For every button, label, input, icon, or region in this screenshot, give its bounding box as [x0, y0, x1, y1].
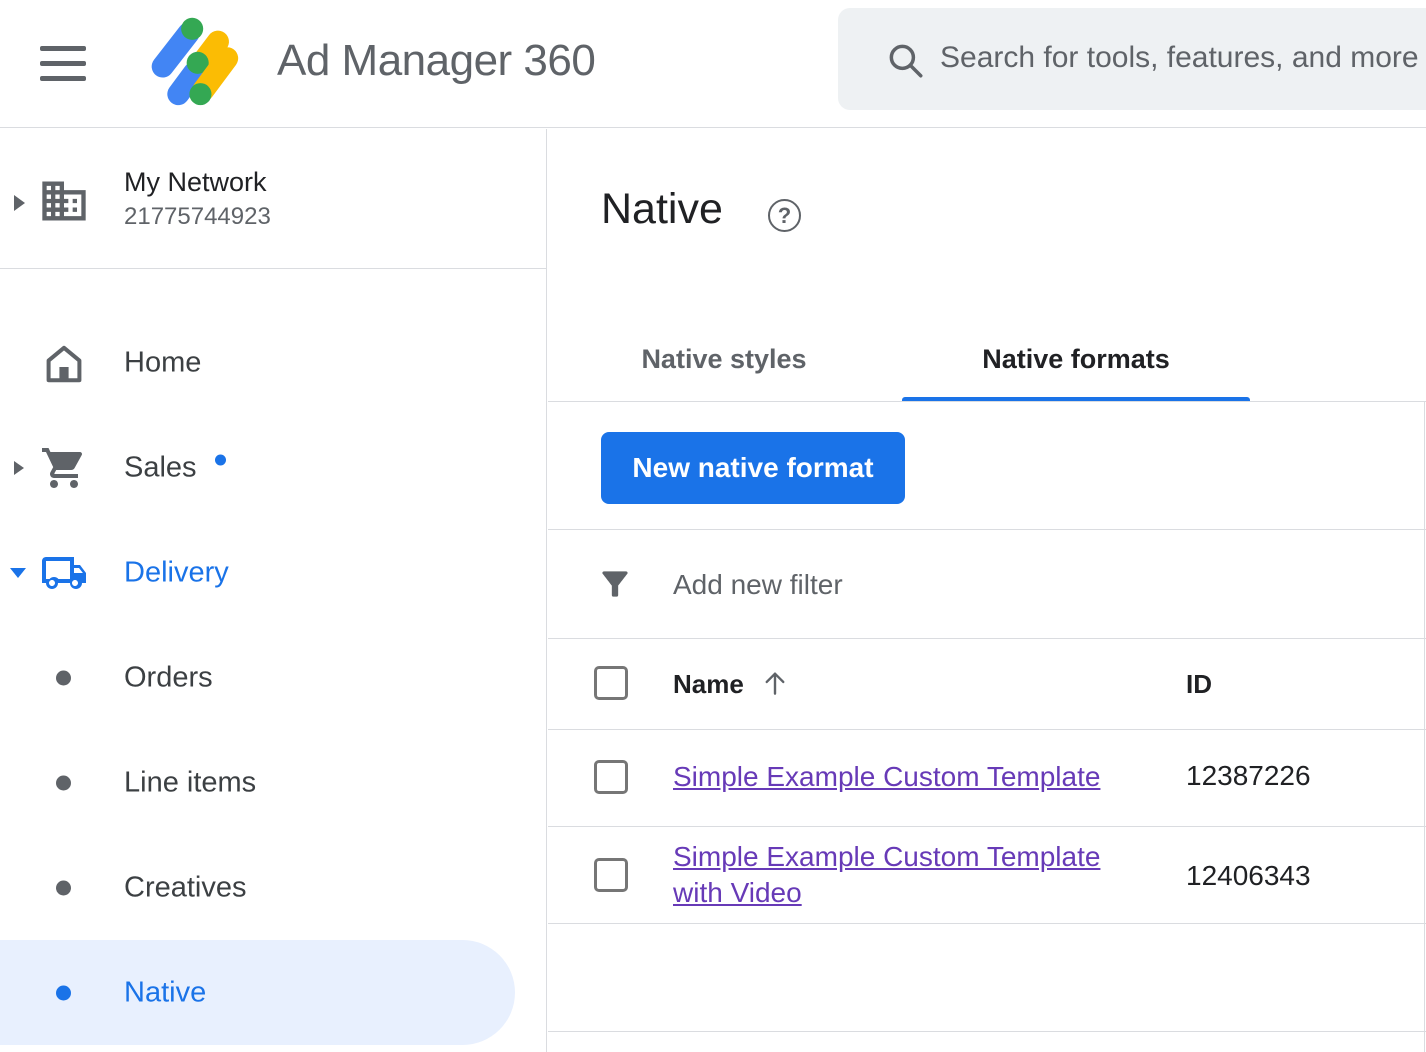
row-id: 12387226: [1186, 760, 1311, 791]
column-header-name[interactable]: Name: [673, 669, 744, 699]
app-title: Ad Manager 360: [277, 36, 596, 85]
network-name: My Network: [124, 167, 267, 197]
native-format-link[interactable]: Simple Example Custom Template: [673, 761, 1101, 792]
new-native-format-button[interactable]: New native format: [601, 432, 905, 504]
divider: [1424, 401, 1425, 1052]
filter-placeholder: Add new filter: [673, 569, 843, 600]
bullet-icon: [56, 670, 71, 685]
menu-icon[interactable]: [40, 46, 86, 81]
bullet-icon: [56, 985, 71, 1000]
native-format-link[interactable]: Simple Example Custom Template with Vide…: [673, 841, 1101, 908]
sidebar-item-label: Creatives: [124, 871, 247, 903]
divider: [548, 826, 1426, 827]
sidebar-item-sales[interactable]: Sales: [0, 415, 547, 520]
sidebar-item-label: Home: [124, 346, 202, 378]
sidebar-item-label: Line items: [124, 766, 257, 798]
chevron-down-icon[interactable]: [10, 567, 26, 578]
sidebar-item-home[interactable]: Home: [0, 310, 547, 415]
search-placeholder: Search for tools, features, and more: [940, 41, 1419, 74]
sidebar-item-delivery[interactable]: Delivery: [0, 520, 547, 625]
bullet-icon: [56, 880, 71, 895]
search-icon: [889, 44, 923, 78]
sidebar-item-line-items[interactable]: Line items: [0, 730, 547, 835]
chevron-right-icon[interactable]: [14, 195, 25, 211]
sidebar: My Network 21775744923 Home Sales: [0, 129, 547, 1052]
help-icon[interactable]: ?: [768, 199, 801, 232]
home-icon: [46, 345, 82, 382]
bullet-icon: [56, 775, 71, 790]
active-tab-indicator: [902, 397, 1250, 402]
divider: [548, 729, 1426, 730]
ad-manager-logo-icon[interactable]: [148, 15, 240, 107]
sort-ascending-icon[interactable]: [759, 667, 791, 699]
app-bar: Ad Manager 360 Search for tools, feature…: [0, 0, 1426, 128]
building-icon: [42, 181, 86, 221]
divider: [548, 401, 1426, 402]
sidebar-item-orders[interactable]: Orders: [0, 625, 547, 730]
row-id: 12406343: [1186, 860, 1311, 891]
tab-label: Native styles: [641, 344, 807, 374]
divider: [548, 923, 1426, 924]
divider: [548, 529, 1426, 530]
sidebar-item-native[interactable]: Native: [0, 940, 515, 1045]
chevron-right-icon[interactable]: [14, 460, 24, 475]
sidebar-item-label: Sales: [124, 451, 197, 483]
tab-label: Native formats: [982, 344, 1170, 374]
row-checkbox[interactable]: [594, 760, 628, 794]
sidebar-item-label: Delivery: [124, 556, 229, 588]
truck-icon: [42, 556, 86, 589]
notification-dot: [214, 454, 226, 465]
divider: [548, 1031, 1426, 1032]
main-content: Native ? Native styles Native formats Ne…: [548, 129, 1426, 1052]
tab-native-styles[interactable]: Native styles: [548, 344, 900, 401]
filter-icon: [602, 571, 628, 597]
cart-icon: [42, 447, 82, 488]
row-checkbox[interactable]: [594, 858, 628, 892]
select-all-checkbox[interactable]: [594, 666, 628, 700]
sidebar-item-creatives[interactable]: Creatives: [0, 835, 547, 940]
tab-native-formats[interactable]: Native formats: [900, 344, 1252, 401]
column-header-id[interactable]: ID: [1186, 669, 1212, 699]
network-selector[interactable]: My Network 21775744923: [0, 129, 546, 269]
page-title: Native: [601, 185, 723, 233]
sidebar-item-label: Native: [124, 976, 207, 1008]
sidebar-item-label: Orders: [124, 661, 213, 693]
search-input[interactable]: Search for tools, features, and more: [838, 8, 1426, 110]
network-id: 21775744923: [124, 203, 271, 230]
add-filter-bar[interactable]: Add new filter: [548, 529, 1426, 638]
divider: [548, 638, 1426, 639]
